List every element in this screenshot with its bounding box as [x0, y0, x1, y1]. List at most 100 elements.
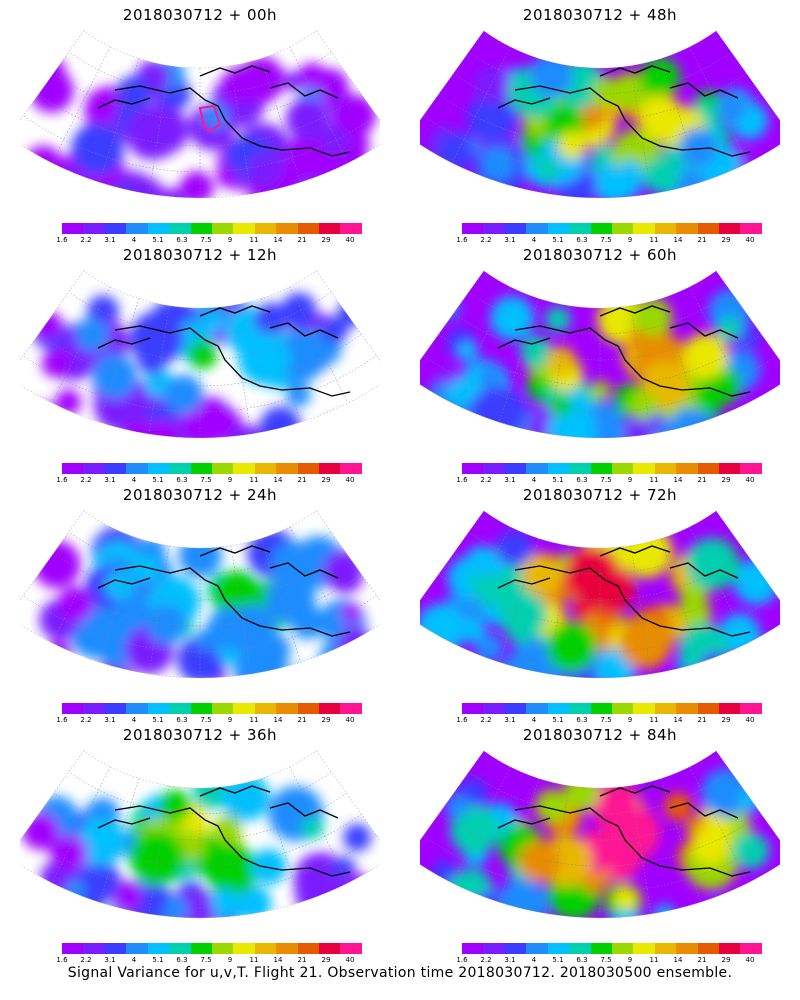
- colorbar-swatch: [83, 703, 105, 714]
- colorbar-swatch: [504, 943, 527, 954]
- forecast-panel: 2018030712 + 36h 1.6 2.2 3.1 4 5.1 6.3 7.5 9 11 14…: [0, 720, 400, 964]
- variance-blob: [66, 190, 88, 198]
- variance-blob: [77, 817, 126, 866]
- variance-blob: [343, 823, 372, 852]
- colorbar-swatch: [147, 223, 170, 234]
- colorbar-tick-label: 3.1: [104, 476, 116, 484]
- variance-blob: [203, 104, 228, 129]
- colorbar-tick-label: 6.3: [176, 236, 188, 244]
- colorbar-tick-label: 29: [321, 236, 331, 244]
- colorbar-swatch: [297, 943, 320, 954]
- colorbar-swatch: [483, 223, 505, 234]
- colorbar-tick-label: 2.2: [480, 476, 492, 484]
- colorbar-tick-label: 40: [345, 236, 355, 244]
- polar-map: [420, 750, 780, 919]
- variance-blob: [709, 900, 732, 918]
- variance-blob: [33, 888, 76, 918]
- variance-blob: [80, 860, 121, 901]
- colorbar-swatch: [211, 223, 234, 234]
- coastline: [97, 305, 351, 397]
- variance-blob: [196, 840, 236, 880]
- variance-blob: [482, 554, 504, 577]
- parallel-line: [38, 94, 362, 147]
- meridian-line: [289, 766, 349, 884]
- colorbar-tick-label: 6.3: [576, 476, 588, 484]
- colorbar-swatch: [211, 463, 234, 474]
- variance-blob: [640, 57, 681, 98]
- colorbar-tick-label: 5.1: [552, 236, 564, 244]
- variance-blob: [159, 789, 192, 822]
- colorbar-swatch: [276, 223, 298, 234]
- meridian-line: [230, 545, 252, 675]
- colorbar-swatch: [526, 463, 548, 474]
- variance-blob: [176, 635, 225, 678]
- map-border: [420, 30, 780, 199]
- parallel-line: [23, 835, 377, 893]
- meridian-line: [499, 778, 540, 903]
- colorbar-tick-label: 14: [673, 716, 683, 724]
- meridian-line: [548, 65, 570, 195]
- colorbar-labels: 1.6 2.2 3.1 4 5.1 6.3 7.5 9 11 14 21 29 40: [450, 956, 770, 966]
- panel-title: 2018030712 + 60h: [522, 246, 678, 264]
- variance-blob: [334, 94, 377, 137]
- colorbar-swatch: [233, 703, 255, 714]
- colorbar-tick-label: 40: [345, 956, 355, 964]
- variance-blob: [337, 649, 363, 676]
- colorbar-swatch: [719, 463, 741, 474]
- parallel-line: [423, 835, 777, 893]
- meridian-line: [420, 750, 484, 857]
- variance-blob: [299, 62, 326, 89]
- variance-blob: [339, 893, 363, 917]
- colorbar-swatch: [233, 463, 255, 474]
- colorbar-swatch: [676, 943, 698, 954]
- variance-blob: [71, 122, 124, 176]
- variance-blob: [29, 68, 74, 113]
- map-border: [20, 510, 380, 679]
- meridian-line: [660, 298, 701, 423]
- variance-blob: [314, 654, 351, 678]
- variance-blob: [435, 133, 474, 172]
- colorbar-swatch: [297, 703, 320, 714]
- variance-blob: [446, 379, 472, 406]
- colorbar-swatch: [654, 463, 677, 474]
- variance-blob: [700, 651, 730, 678]
- colorbar-swatch: [697, 223, 720, 234]
- meridian-line: [451, 526, 511, 644]
- forecast-panel: 2018030712 + 12h 1.6 2.2 3.1 4 5.1 6.3 7.5 9 11 14…: [0, 240, 400, 484]
- variance-blob: [41, 661, 75, 678]
- variance-blob: [445, 190, 466, 198]
- meridian-line: [260, 538, 301, 663]
- map-border: [420, 270, 780, 439]
- parallel-line: [438, 574, 762, 627]
- colorbar-swatch: [83, 223, 105, 234]
- colorbar-tick-label: 3.1: [104, 956, 116, 964]
- polar-map: [20, 270, 380, 439]
- colorbar: [62, 943, 362, 954]
- meridian-line: [420, 30, 484, 137]
- colorbar-swatch: [611, 463, 634, 474]
- variance-blob: [27, 174, 78, 198]
- colorbar-swatch: [126, 703, 148, 714]
- colorbar-swatch: [547, 703, 570, 714]
- colorbar-swatch: [611, 943, 634, 954]
- colorbar-swatch: [233, 223, 255, 234]
- variance-blob: [431, 434, 453, 438]
- variance-blob: [164, 897, 190, 918]
- colorbar-swatch: [569, 943, 591, 954]
- variance-blob: [104, 571, 134, 601]
- colorbar-swatch: [590, 223, 612, 234]
- variance-blob: [286, 382, 311, 407]
- variance-blob: [498, 878, 548, 918]
- colorbar-tick-label: 21: [297, 236, 307, 244]
- colorbar-swatch: [319, 463, 341, 474]
- colorbar-tick-label: 5.1: [152, 476, 164, 484]
- colorbar-tick-label: 14: [673, 956, 683, 964]
- meridian-line: [689, 286, 749, 404]
- variance-blob: [285, 97, 330, 141]
- flight-track: [198, 104, 222, 134]
- variance-blob: [439, 298, 460, 320]
- colorbar-swatch: [483, 703, 505, 714]
- colorbar-tick-label: 2.2: [80, 236, 92, 244]
- colorbar-tick-label: 2.2: [480, 236, 492, 244]
- colorbar-tick-label: 40: [745, 236, 755, 244]
